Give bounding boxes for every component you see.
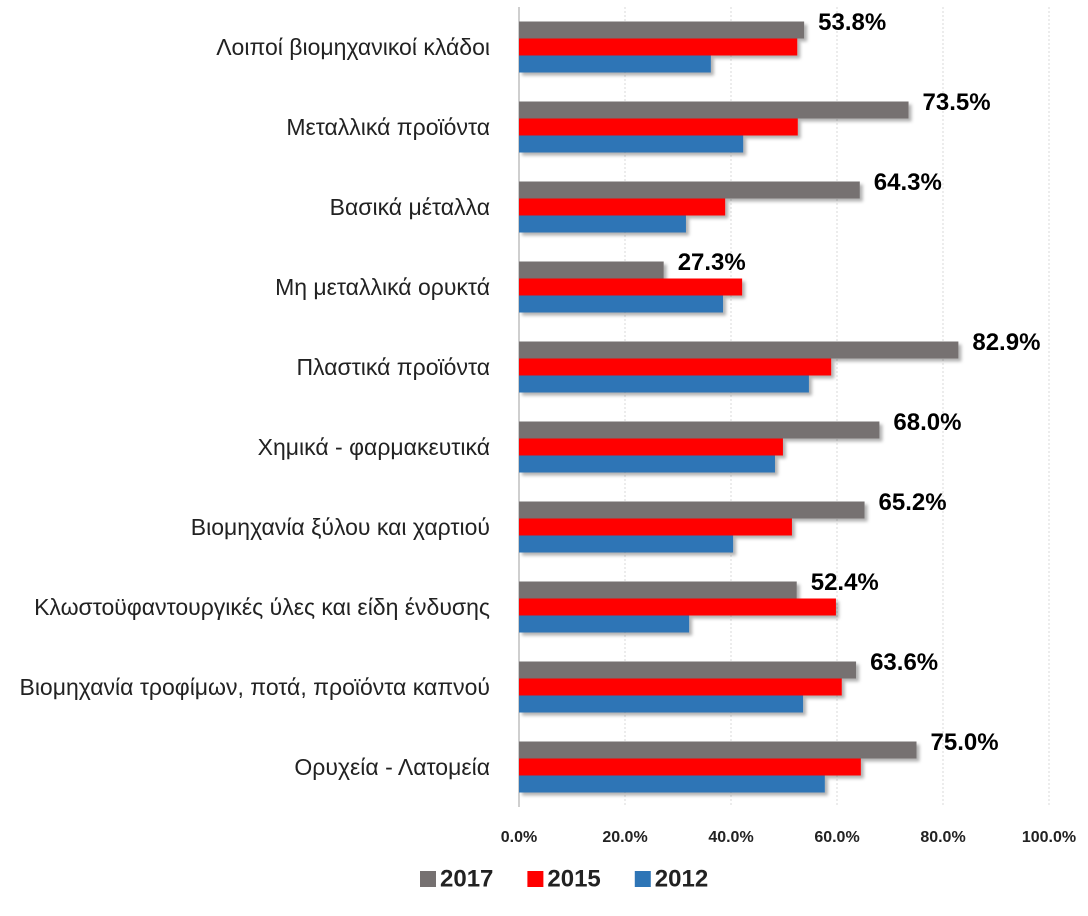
bar: [519, 695, 804, 713]
bar: [519, 501, 865, 519]
category-text: Ορυχεία - Λατομεία: [294, 754, 490, 780]
bar: [519, 215, 686, 233]
bar: [519, 581, 797, 599]
value-label: 75.0%: [931, 729, 999, 756]
category-label: Μεταλλικά προϊόντα: [0, 87, 490, 167]
bar: [519, 101, 909, 119]
bar: [519, 198, 726, 216]
category-label: Ορυχεία - Λατομεία: [0, 727, 490, 807]
category-text: Μεταλλικά προϊόντα: [286, 114, 490, 140]
category-text: Βασικά μέταλλα: [329, 194, 490, 220]
bar: [519, 261, 664, 279]
legend-swatch: [420, 871, 436, 887]
category-label: Βιομηχανία ξύλου και χαρτιού: [0, 487, 490, 567]
bar: [519, 775, 825, 793]
category-label: Βιομηχανία τροφίμων, ποτά, προϊόντα καπν…: [0, 647, 490, 727]
bar: [519, 758, 861, 776]
value-label: 64.3%: [874, 169, 942, 196]
bar: [519, 118, 798, 136]
category-label: Λοιποί βιομηχανικοί κλάδοι: [0, 7, 490, 87]
bar: [519, 741, 917, 759]
x-tick-label: 60.0%: [814, 829, 859, 846]
category-text: Μη μεταλλικά ορυκτά: [275, 274, 490, 300]
category-text: Πλαστικά προϊόντα: [296, 354, 490, 380]
bar: [519, 661, 857, 679]
x-tick-label: 0.0%: [501, 829, 537, 846]
bar: [519, 278, 743, 296]
x-tick-label: 100.0%: [1022, 829, 1076, 846]
x-tick-label: 20.0%: [602, 829, 647, 846]
bar: [519, 518, 792, 536]
legend-label: 2012: [655, 865, 708, 892]
legend-label: 2015: [547, 865, 600, 892]
legend-swatch: [527, 871, 544, 887]
bar: [519, 38, 798, 56]
category-text: Χημικά - φαρμακευτικά: [257, 434, 490, 460]
value-label: 73.5%: [923, 89, 991, 116]
value-label: 65.2%: [879, 489, 947, 516]
bar: [519, 421, 880, 439]
bar: [519, 375, 809, 393]
category-label: Χημικά - φαρμακευτικά: [0, 407, 490, 487]
x-tick-label: 80.0%: [920, 829, 965, 846]
bar: [519, 341, 959, 359]
category-text: Κλωστοϋφαντουργικές ύλες και είδη ένδυση…: [34, 594, 490, 620]
value-label: 68.0%: [893, 409, 961, 436]
category-text: Βιομηχανία ξύλου και χαρτιού: [190, 514, 490, 540]
bar: [519, 358, 832, 376]
bar: [519, 615, 690, 633]
value-label: 82.9%: [972, 329, 1040, 356]
value-label: 53.8%: [818, 9, 886, 36]
category-label: Μη μεταλλικά ορυκτά: [0, 247, 490, 327]
bar: [519, 535, 734, 553]
value-label: 52.4%: [811, 569, 879, 596]
value-label: 63.6%: [870, 649, 938, 676]
bar: [519, 181, 860, 199]
value-label: 27.3%: [678, 249, 746, 276]
category-label: Πλαστικά προϊόντα: [0, 327, 490, 407]
x-tick-label: 40.0%: [708, 829, 753, 846]
bar: [519, 455, 775, 473]
category-label: Κλωστοϋφαντουργικές ύλες και είδη ένδυση…: [0, 567, 490, 647]
category-text: Βιομηχανία τροφίμων, ποτά, προϊόντα καπν…: [19, 674, 490, 700]
category-label: Βασικά μέταλλα: [0, 167, 490, 247]
bar: [519, 598, 836, 616]
bar: [519, 21, 805, 39]
legend-label: 2017: [440, 865, 493, 892]
bar: [519, 678, 842, 696]
bar: [519, 295, 724, 313]
bar: [519, 55, 711, 73]
bar: [519, 135, 744, 153]
legend-swatch: [634, 871, 651, 887]
category-text: Λοιποί βιομηχανικοί κλάδοι: [216, 34, 490, 60]
bar: [519, 438, 783, 456]
